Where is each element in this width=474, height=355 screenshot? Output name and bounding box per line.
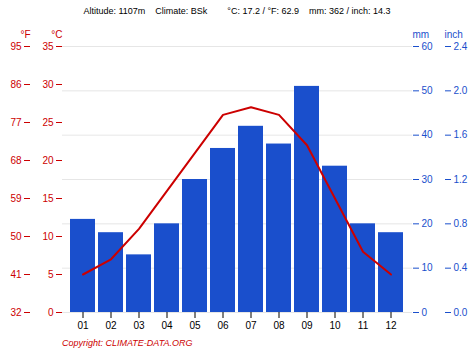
svg-text:10: 10	[329, 320, 341, 331]
svg-text:20: 20	[42, 155, 54, 166]
svg-text:mm: mm	[413, 29, 430, 40]
svg-text:°C: °C	[51, 29, 62, 40]
svg-text:77: 77	[10, 117, 22, 128]
html-text:Altitude: 1107m Climate: BSk °: Altitude: 1107m Climate: BSk °C: 17.2 / …	[83, 6, 391, 16]
svg-text:11: 11	[358, 320, 369, 331]
svg-text:59: 59	[10, 193, 22, 204]
svg-text:40: 40	[422, 129, 434, 140]
html-text:Copyright: CLIMATE-DATA.ORG: Copyright: CLIMATE-DATA.ORG	[62, 338, 193, 348]
svg-text:5: 5	[48, 269, 54, 280]
svg-text:68: 68	[10, 155, 22, 166]
svg-text:04: 04	[161, 320, 173, 331]
svg-text:12: 12	[385, 320, 397, 331]
svg-text:15: 15	[42, 193, 54, 204]
svg-text:30: 30	[422, 174, 434, 185]
svg-text:41: 41	[10, 269, 22, 280]
svg-text:86: 86	[10, 79, 22, 90]
svg-text:0.0: 0.0	[454, 307, 468, 318]
svg-text:inch: inch	[445, 29, 463, 40]
svg-text:0: 0	[48, 307, 54, 318]
svg-text:09: 09	[301, 320, 313, 331]
svg-text:30: 30	[42, 79, 54, 90]
svg-text:03: 03	[133, 320, 145, 331]
svg-text:2.4: 2.4	[454, 41, 468, 52]
svg-text:2.0: 2.0	[454, 85, 468, 96]
svg-text:50: 50	[422, 85, 434, 96]
svg-text:1.2: 1.2	[454, 174, 468, 185]
svg-text:60: 60	[422, 41, 434, 52]
svg-text:02: 02	[105, 320, 117, 331]
svg-text:0: 0	[422, 307, 428, 318]
svg-text:50: 50	[10, 231, 22, 242]
svg-text:06: 06	[217, 320, 229, 331]
svg-text:10: 10	[42, 231, 54, 242]
svg-text:10: 10	[422, 262, 434, 273]
svg-text:0.4: 0.4	[454, 262, 468, 273]
svg-text:08: 08	[273, 320, 285, 331]
svg-text:°F: °F	[20, 29, 30, 40]
svg-text:95: 95	[10, 41, 22, 52]
svg-text:01: 01	[77, 320, 89, 331]
svg-text:25: 25	[42, 117, 54, 128]
svg-text:32: 32	[10, 307, 22, 318]
svg-text:35: 35	[42, 41, 54, 52]
svg-text:1.6: 1.6	[454, 129, 468, 140]
svg-text:20: 20	[422, 218, 434, 229]
svg-text:0.8: 0.8	[454, 218, 468, 229]
svg-text:05: 05	[189, 320, 201, 331]
svg-text:07: 07	[245, 320, 257, 331]
